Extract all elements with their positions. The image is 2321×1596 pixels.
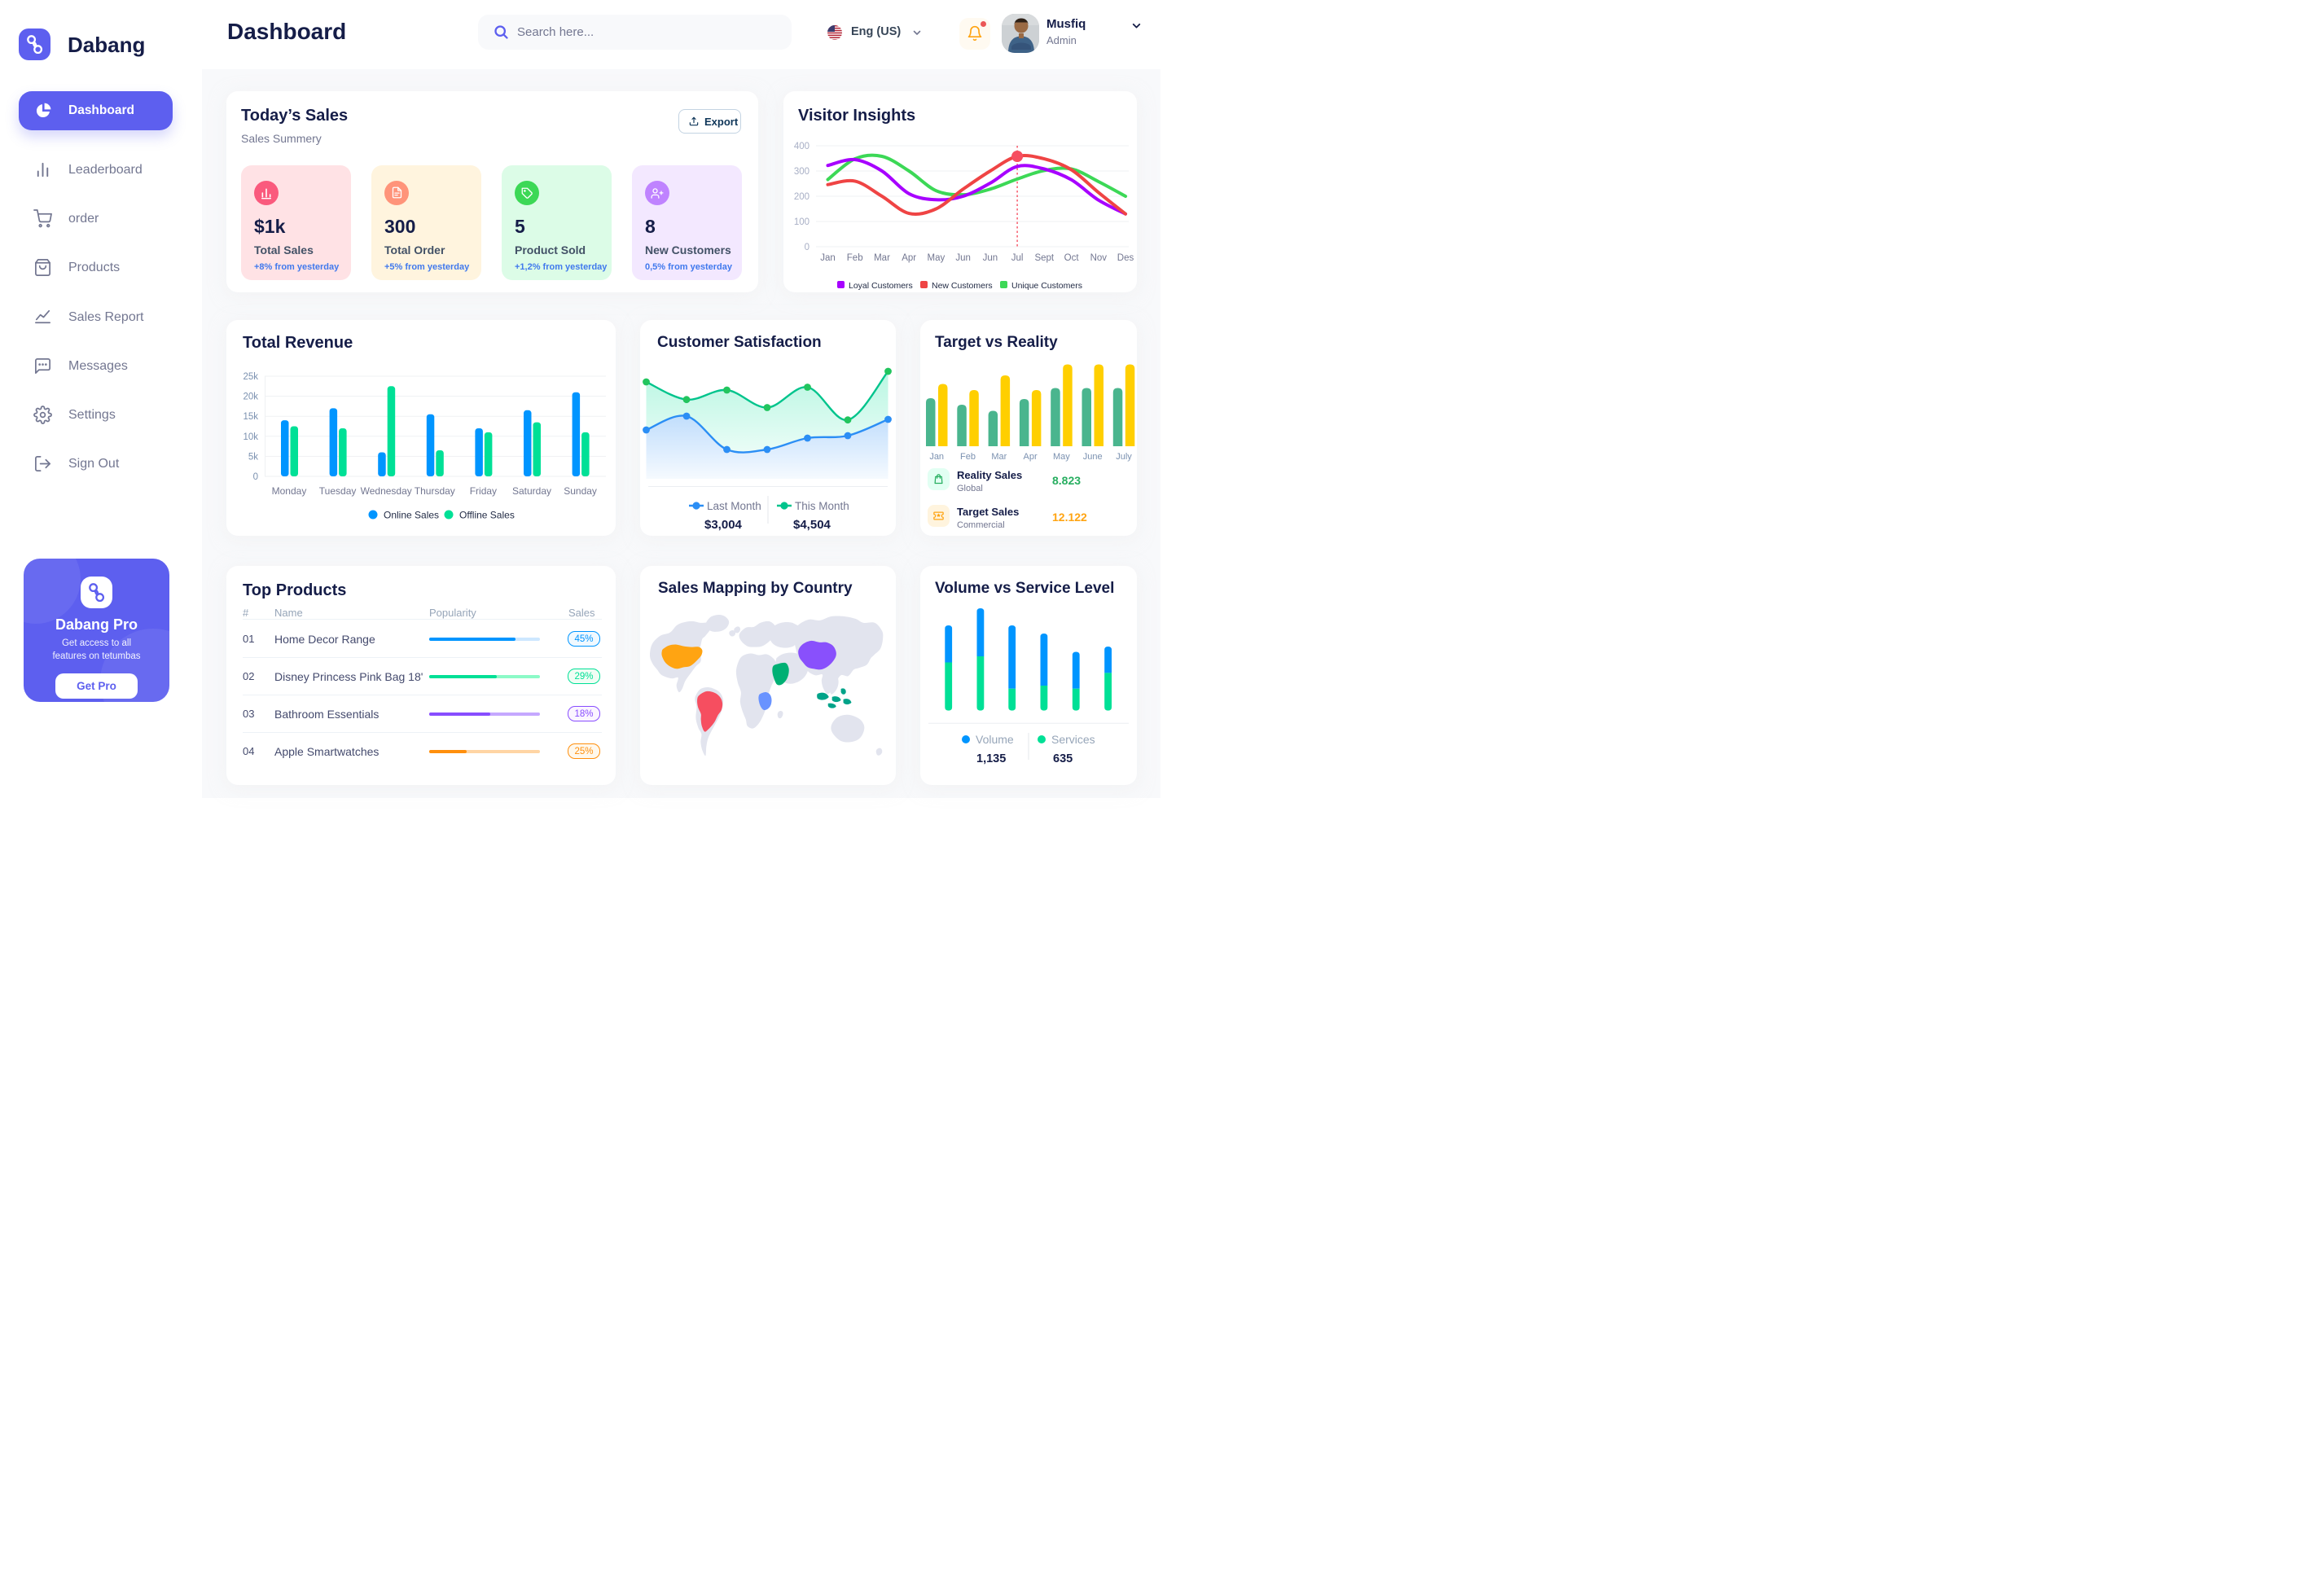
svg-text:Loyal Customers: Loyal Customers bbox=[849, 281, 913, 291]
svg-text:10k: 10k bbox=[243, 432, 258, 442]
svg-text:1,135: 1,135 bbox=[976, 752, 1006, 765]
svg-text:June: June bbox=[1083, 452, 1103, 462]
svg-text:5k: 5k bbox=[248, 452, 258, 462]
svg-text:25k: 25k bbox=[243, 372, 258, 382]
svg-text:0: 0 bbox=[805, 243, 809, 252]
svg-text:Des: Des bbox=[1117, 253, 1134, 263]
svg-text:Saturday: Saturday bbox=[512, 485, 551, 497]
svg-text:Services: Services bbox=[1051, 733, 1095, 746]
svg-text:Volume: Volume bbox=[976, 733, 1014, 746]
svg-text:100: 100 bbox=[794, 217, 809, 227]
svg-text:Mar: Mar bbox=[991, 452, 1007, 462]
svg-text:635: 635 bbox=[1053, 752, 1073, 765]
svg-text:$3,004: $3,004 bbox=[704, 518, 743, 532]
svg-text:400: 400 bbox=[794, 142, 809, 151]
svg-text:May: May bbox=[928, 253, 946, 263]
svg-text:Monday: Monday bbox=[272, 485, 307, 497]
svg-text:Nov: Nov bbox=[1090, 253, 1108, 263]
svg-text:This Month: This Month bbox=[795, 500, 849, 512]
svg-text:Last Month: Last Month bbox=[707, 500, 761, 512]
svg-text:0: 0 bbox=[253, 472, 258, 482]
svg-text:300: 300 bbox=[794, 167, 809, 177]
svg-text:Online Sales: Online Sales bbox=[384, 510, 439, 521]
svg-text:Jun: Jun bbox=[983, 253, 998, 263]
svg-text:Apr: Apr bbox=[1024, 452, 1038, 462]
svg-text:Feb: Feb bbox=[960, 452, 976, 462]
svg-text:15k: 15k bbox=[243, 412, 258, 422]
svg-text:Feb: Feb bbox=[847, 253, 863, 263]
svg-text:Jul: Jul bbox=[1011, 253, 1024, 263]
svg-text:Tuesday: Tuesday bbox=[319, 485, 357, 497]
svg-text:Friday: Friday bbox=[470, 485, 497, 497]
svg-text:Sunday: Sunday bbox=[564, 485, 597, 497]
svg-text:200: 200 bbox=[794, 192, 809, 202]
svg-text:Apr: Apr bbox=[902, 253, 916, 263]
svg-text:Sept: Sept bbox=[1034, 253, 1054, 263]
svg-text:Thursday: Thursday bbox=[415, 485, 455, 497]
svg-text:Jun: Jun bbox=[955, 253, 971, 263]
svg-text:Mar: Mar bbox=[874, 253, 890, 263]
svg-text:$4,504: $4,504 bbox=[793, 518, 831, 532]
svg-text:20k: 20k bbox=[243, 392, 258, 402]
svg-text:New Customers: New Customers bbox=[932, 281, 993, 291]
svg-text:Wednesday: Wednesday bbox=[361, 485, 412, 497]
svg-text:Jan: Jan bbox=[820, 253, 836, 263]
svg-text:Unique Customers: Unique Customers bbox=[1011, 281, 1082, 291]
svg-text:May: May bbox=[1053, 452, 1070, 462]
svg-text:Jan: Jan bbox=[929, 452, 944, 462]
svg-text:Offline Sales: Offline Sales bbox=[459, 510, 515, 521]
svg-text:July: July bbox=[1116, 452, 1132, 462]
svg-text:Oct: Oct bbox=[1064, 253, 1080, 263]
